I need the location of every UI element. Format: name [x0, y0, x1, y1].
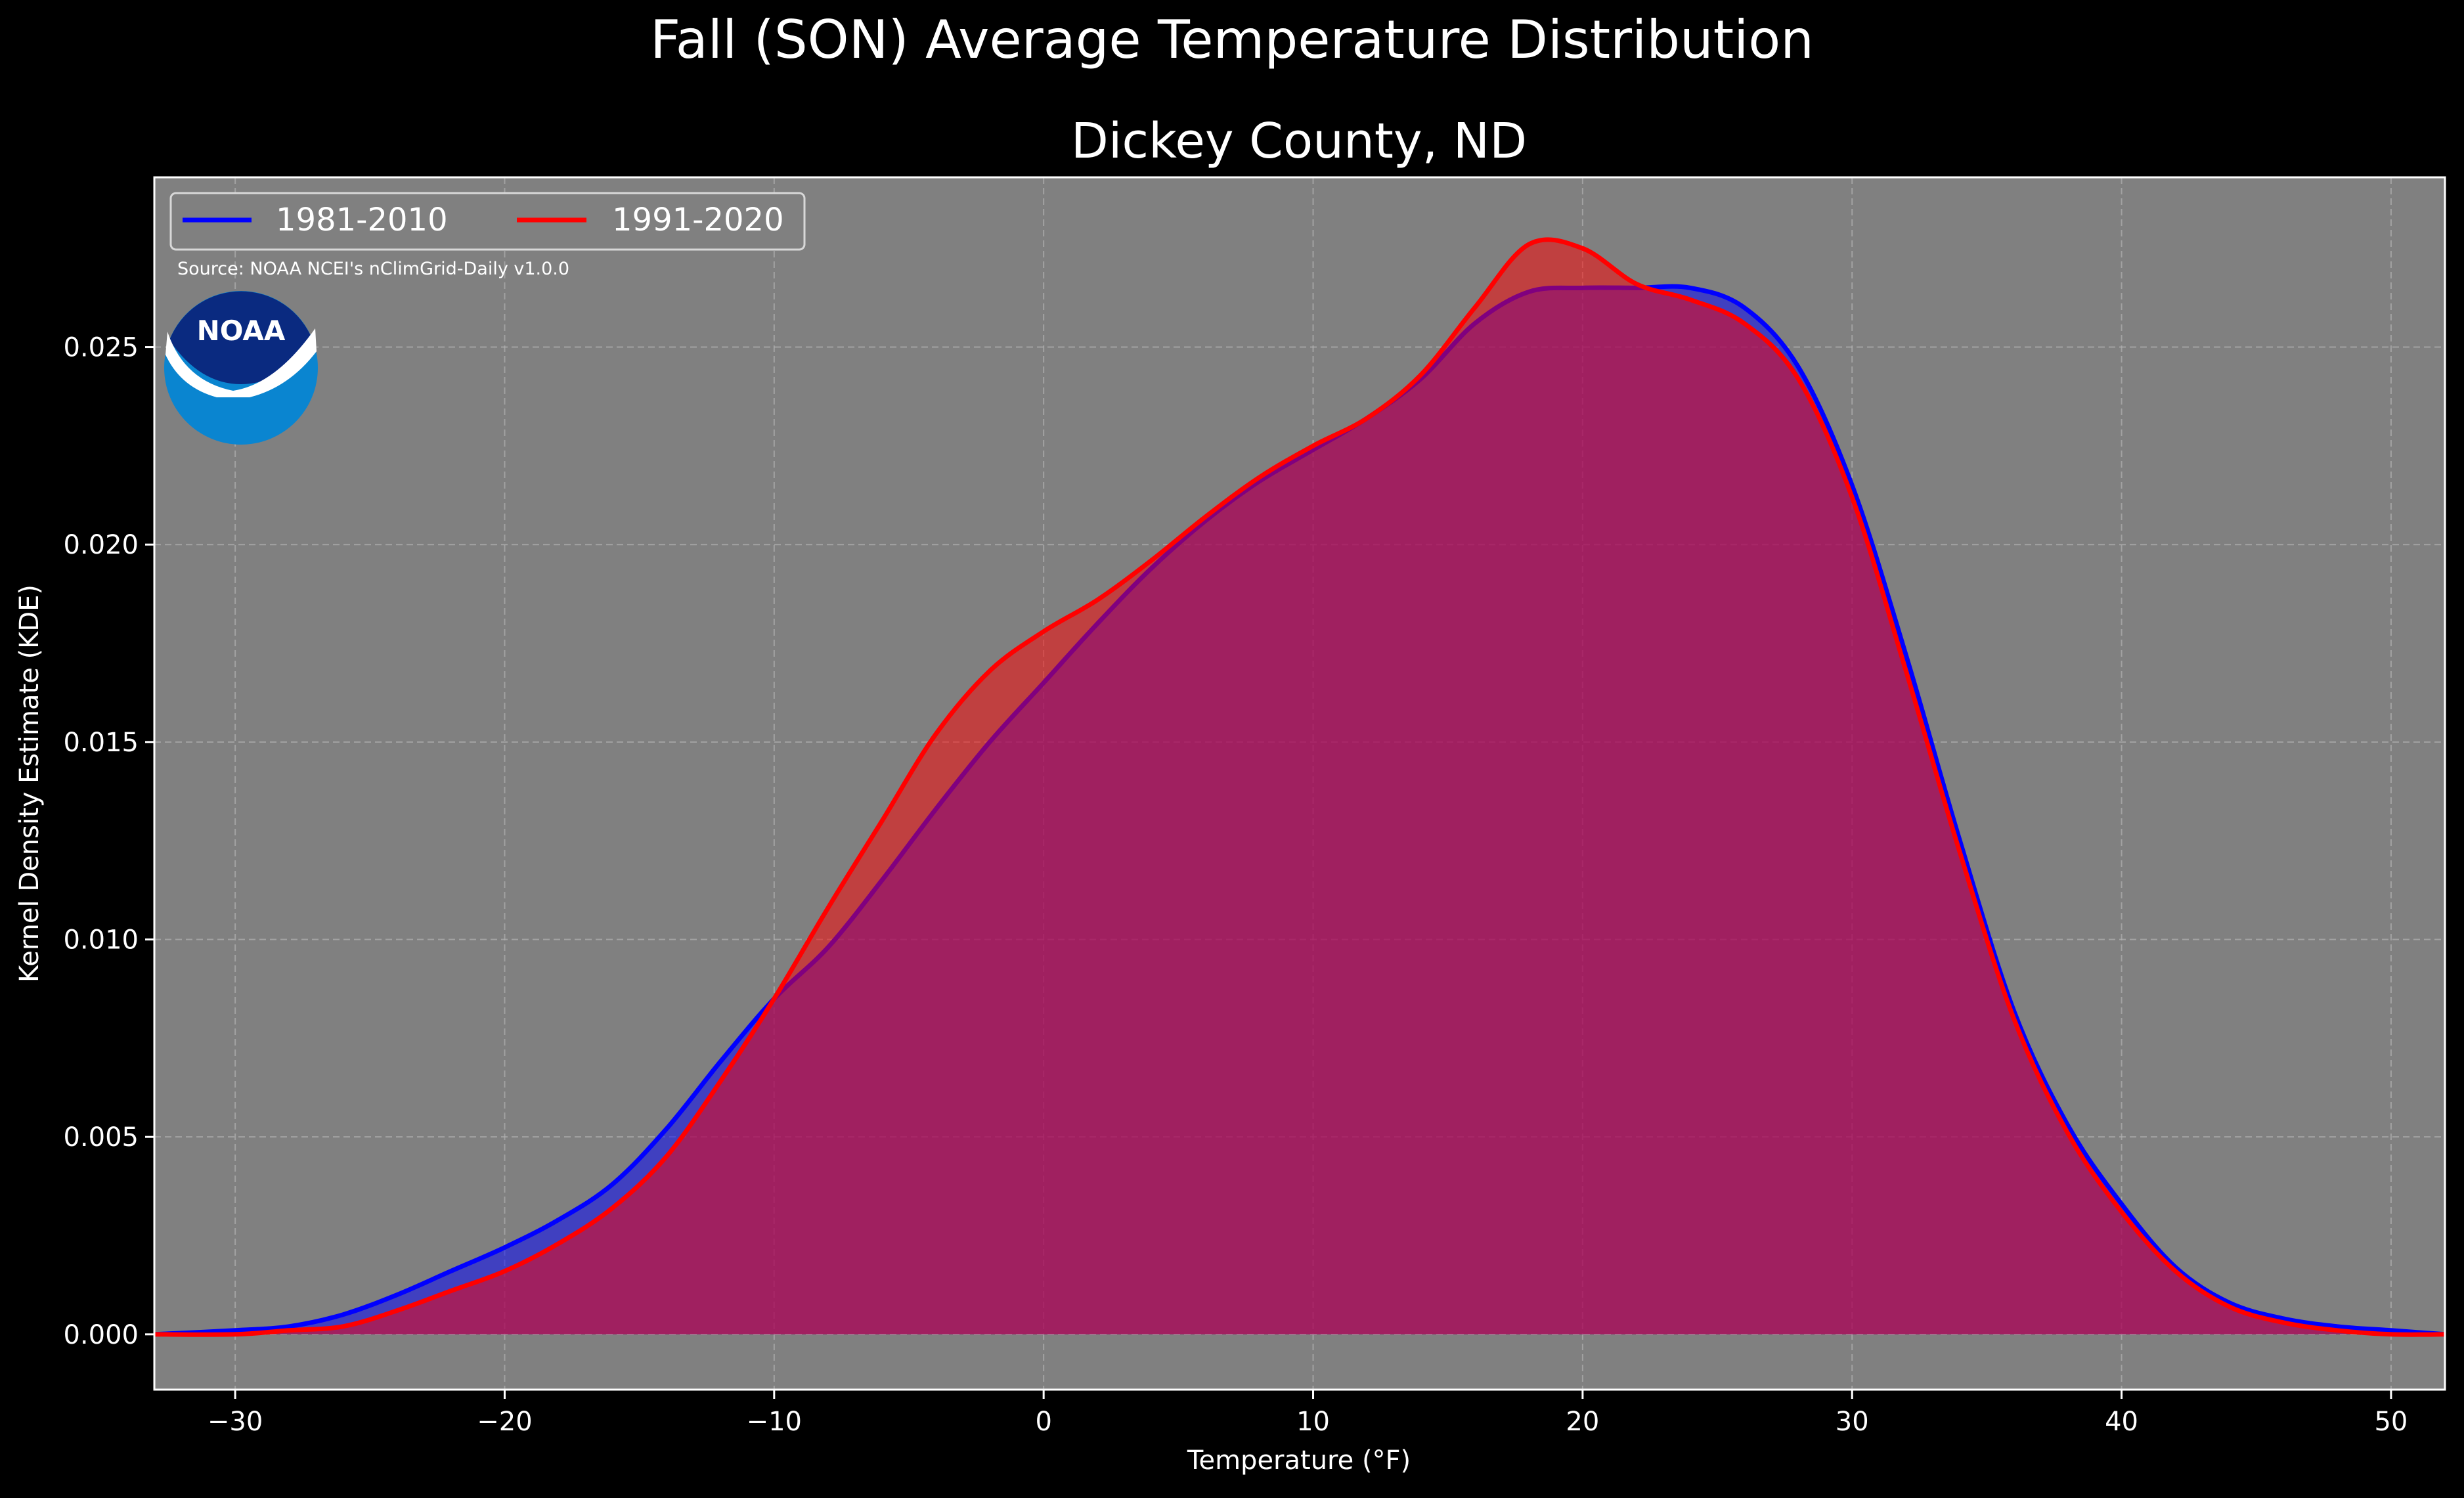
y-tick-label: 0.010 — [63, 925, 139, 956]
x-axis-label: Temperature (°F) — [1187, 1445, 1411, 1476]
legend: 1981-2010 1991-2020 — [169, 192, 806, 251]
chart-suptitle: Fall (SON) Average Temperature Distribut… — [650, 9, 1814, 70]
y-tick-label: 0.005 — [63, 1122, 139, 1153]
x-tick-label: 50 — [2374, 1407, 2408, 1437]
series-line-1991-2020 — [154, 237, 2446, 1337]
noaa-logo-text: NOAA — [197, 315, 286, 347]
legend-label-1991-2020: 1991-2020 — [612, 202, 784, 238]
noaa-logo-gull — [165, 328, 317, 397]
y-axis: 0.000 0.005 0.010 0.015 0.020 0.025 — [63, 333, 154, 1350]
noaa-logo-upper — [169, 291, 313, 384]
plot-frame — [153, 176, 2446, 1391]
y-tick-label: 0.015 — [63, 728, 139, 758]
x-tick-label: −20 — [477, 1407, 532, 1437]
x-tick-label: 0 — [1035, 1407, 1051, 1437]
series-layer — [154, 237, 2446, 1337]
x-tick-label: 20 — [1566, 1407, 1599, 1437]
y-tick-label: 0.025 — [63, 333, 139, 363]
legend-label-1981-2010: 1981-2010 — [276, 202, 448, 238]
source-note: Source: NOAA NCEI's nClimGrid-Daily v1.0… — [177, 259, 569, 279]
x-tick-label: −30 — [208, 1407, 263, 1437]
series-area-1991-2020 — [154, 239, 2445, 1335]
x-tick-label: 40 — [2105, 1407, 2138, 1437]
y-tick-label: 0.020 — [63, 530, 139, 560]
y-tick-label: 0.000 — [63, 1320, 139, 1350]
x-axis: −30 −20 −10 0 10 20 30 40 50 — [208, 1390, 2408, 1437]
x-tick-label: 30 — [1836, 1407, 1869, 1437]
noaa-logo: NOAA — [164, 291, 318, 445]
x-tick-label: 10 — [1296, 1407, 1330, 1437]
y-axis-label: Kernel Density Estimate (KDE) — [14, 584, 45, 982]
chart-title: Dickey County, ND — [1071, 113, 1527, 169]
x-tick-label: −10 — [747, 1407, 802, 1437]
legend-box — [169, 192, 806, 251]
